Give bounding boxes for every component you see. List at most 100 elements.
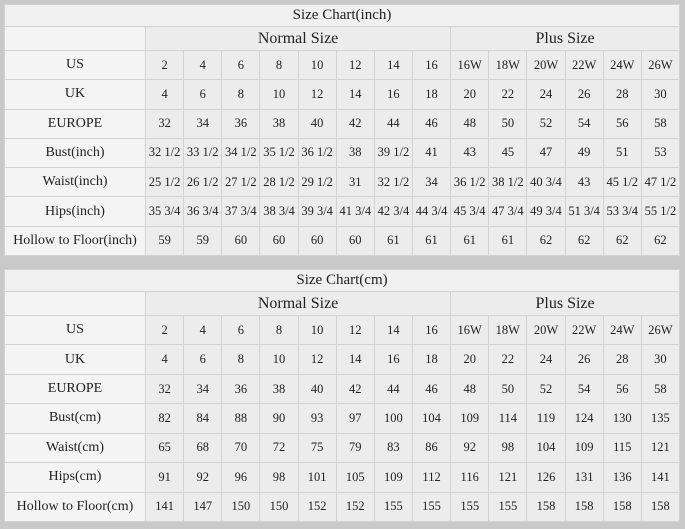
size-cell: 60: [221, 225, 261, 257]
group-plus-size: Plus Size: [450, 291, 680, 316]
size-cell: 47 3/4: [488, 196, 528, 227]
size-cell: 61: [373, 225, 413, 257]
size-cell: 97: [335, 403, 375, 434]
size-cell: 115: [602, 432, 642, 464]
size-cell: 44: [373, 373, 413, 405]
size-cell: 4: [144, 79, 185, 110]
size-cell: 109: [373, 462, 413, 493]
size-cell: 10: [297, 314, 337, 346]
size-cell: 121: [488, 462, 528, 493]
size-cell: 30: [640, 79, 681, 110]
size-cell: 43: [450, 137, 490, 169]
group-normal-size: Normal Size: [144, 26, 452, 51]
size-cell: 47: [526, 137, 566, 169]
size-cell: 55 1/2: [640, 196, 681, 227]
size-cell: 32 1/2: [373, 167, 413, 198]
row-label: US: [4, 314, 146, 346]
size-cell: 34: [411, 167, 452, 198]
size-cell: 8: [221, 79, 261, 110]
size-cell: 24: [526, 344, 566, 375]
size-cell: 18W: [488, 314, 528, 346]
size-cell: 68: [183, 432, 223, 464]
size-cell: 56: [602, 373, 642, 405]
size-cell: 26 1/2: [183, 167, 223, 198]
size-cell: 14: [373, 49, 413, 81]
size-cell: 35 1/2: [259, 137, 299, 169]
size-cell: 104: [526, 432, 566, 464]
size-cell: 114: [488, 403, 528, 434]
size-cell: 8: [259, 49, 299, 81]
size-cell: 61: [488, 225, 528, 257]
size-cell: 33 1/2: [183, 137, 223, 169]
size-chart-cm: Size Chart(cm) Normal Size Plus Size US 2 4 6 8…: [4, 269, 681, 523]
size-cell: 34: [183, 373, 223, 405]
row-label: US: [4, 49, 146, 81]
size-cell: 88: [221, 403, 261, 434]
row-label: Hips(cm): [4, 462, 146, 493]
size-cell: 12: [335, 49, 375, 81]
size-cell: 10: [259, 344, 299, 375]
size-cell: 43: [564, 167, 604, 198]
size-cell: 62: [602, 225, 642, 257]
size-cell: 121: [640, 432, 681, 464]
size-cell: 38: [335, 137, 375, 169]
size-cell: 58: [640, 108, 681, 139]
size-cell: 38 3/4: [259, 196, 299, 227]
table-row: Hollow to Floor(inch) 59 59 60 60 60 60 61 61 61 6…: [4, 225, 681, 257]
size-cell: 92: [183, 462, 223, 493]
size-cell: 48: [450, 108, 490, 139]
size-cell: 51 3/4: [564, 196, 604, 227]
size-cell: 38: [259, 373, 299, 405]
size-cell: 48: [450, 373, 490, 405]
size-cell: 6: [183, 344, 223, 375]
size-cell: 12: [335, 314, 375, 346]
size-cell: 6: [221, 49, 261, 81]
group-normal-size: Normal Size: [144, 291, 452, 316]
table-row: Bust(inch) 32 1/2 33 1/2 34 1/2 35 1/2 36 1/2…: [4, 137, 681, 169]
size-cell: 62: [526, 225, 566, 257]
size-cell: 36: [221, 108, 261, 139]
size-cell: 112: [411, 462, 452, 493]
size-cell: 24W: [602, 314, 642, 346]
size-cell: 32: [144, 373, 185, 405]
size-cell: 30: [640, 344, 681, 375]
size-cell: 60: [335, 225, 375, 257]
size-cell: 42: [335, 108, 375, 139]
size-cell: 36 1/2: [450, 167, 490, 198]
chart-title: Size Chart(inch): [4, 4, 680, 27]
size-cell: 22: [488, 344, 528, 375]
size-cell: 40: [297, 108, 337, 139]
size-cell: 14: [335, 344, 375, 375]
size-cell: 18W: [488, 49, 528, 81]
size-cell: 49 3/4: [526, 196, 566, 227]
size-cell: 8: [221, 344, 261, 375]
size-cell: 136: [602, 462, 642, 493]
size-cell: 53: [640, 137, 681, 169]
size-cell: 150: [221, 491, 261, 523]
size-cell: 8: [259, 314, 299, 346]
size-cell: 10: [259, 79, 299, 110]
size-cell: 59: [144, 225, 185, 257]
size-cell: 16W: [450, 49, 490, 81]
size-cell: 61: [450, 225, 490, 257]
size-cell: 24: [526, 79, 566, 110]
size-cell: 58: [640, 373, 681, 405]
row-label: UK: [4, 344, 146, 375]
size-cell: 28: [602, 344, 642, 375]
size-cell: 50: [488, 373, 528, 405]
size-cell: 155: [450, 491, 490, 523]
size-cell: 20: [450, 79, 490, 110]
row-label: Waist(cm): [4, 432, 146, 464]
size-cell: 41: [411, 137, 452, 169]
size-cell: 14: [373, 314, 413, 346]
size-cell: 155: [488, 491, 528, 523]
size-cell: 98: [488, 432, 528, 464]
size-cell: 6: [183, 79, 223, 110]
size-cell: 28: [602, 79, 642, 110]
size-cell: 22W: [564, 314, 604, 346]
size-chart-inch: Size Chart(inch) Normal Size Plus Size US 2 4…: [4, 4, 681, 257]
size-cell: 38: [259, 108, 299, 139]
size-cell: 10: [297, 49, 337, 81]
size-cell: 14: [335, 79, 375, 110]
size-cell: 16: [411, 314, 452, 346]
